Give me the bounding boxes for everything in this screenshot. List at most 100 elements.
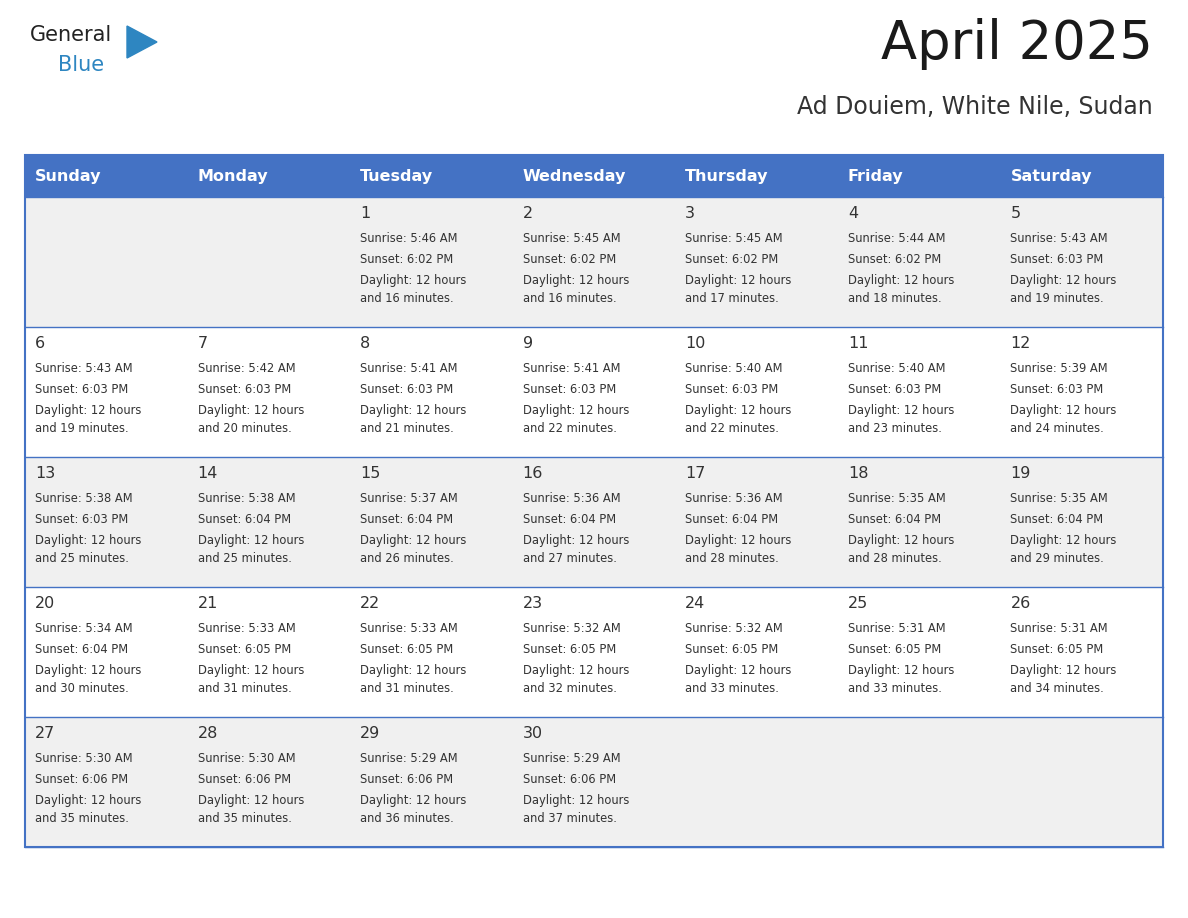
Text: Wednesday: Wednesday (523, 169, 626, 184)
Text: Sunset: 6:06 PM: Sunset: 6:06 PM (523, 773, 615, 786)
Text: Sunset: 6:04 PM: Sunset: 6:04 PM (34, 643, 128, 656)
Text: Sunrise: 5:46 AM: Sunrise: 5:46 AM (360, 232, 457, 245)
Text: Sunrise: 5:29 AM: Sunrise: 5:29 AM (360, 752, 457, 765)
Text: Ad Douiem, White Nile, Sudan: Ad Douiem, White Nile, Sudan (797, 95, 1154, 119)
Text: Daylight: 12 hours
and 19 minutes.: Daylight: 12 hours and 19 minutes. (34, 404, 141, 434)
Text: Sunset: 6:03 PM: Sunset: 6:03 PM (197, 383, 291, 396)
Text: Daylight: 12 hours
and 27 minutes.: Daylight: 12 hours and 27 minutes. (523, 534, 630, 565)
Text: Sunset: 6:04 PM: Sunset: 6:04 PM (197, 513, 291, 526)
Text: Sunset: 6:03 PM: Sunset: 6:03 PM (685, 383, 778, 396)
Text: Sunrise: 5:41 AM: Sunrise: 5:41 AM (523, 362, 620, 375)
Text: Sunrise: 5:31 AM: Sunrise: 5:31 AM (848, 622, 946, 635)
Text: Sunrise: 5:43 AM: Sunrise: 5:43 AM (1011, 232, 1108, 245)
Text: Sunset: 6:05 PM: Sunset: 6:05 PM (523, 643, 615, 656)
Text: Sunrise: 5:33 AM: Sunrise: 5:33 AM (197, 622, 296, 635)
Text: Sunset: 6:04 PM: Sunset: 6:04 PM (848, 513, 941, 526)
Text: Thursday: Thursday (685, 169, 769, 184)
Text: 17: 17 (685, 466, 706, 481)
Text: 3: 3 (685, 206, 695, 221)
Bar (25, 197, 1163, 327)
Text: Daylight: 12 hours
and 31 minutes.: Daylight: 12 hours and 31 minutes. (197, 664, 304, 695)
Text: Sunrise: 5:36 AM: Sunrise: 5:36 AM (685, 492, 783, 505)
Text: Sunrise: 5:31 AM: Sunrise: 5:31 AM (1011, 622, 1108, 635)
Text: Friday: Friday (848, 169, 904, 184)
Text: Daylight: 12 hours
and 23 minutes.: Daylight: 12 hours and 23 minutes. (848, 404, 954, 434)
Text: 27: 27 (34, 726, 56, 741)
Text: Sunset: 6:06 PM: Sunset: 6:06 PM (34, 773, 128, 786)
Text: Sunrise: 5:29 AM: Sunrise: 5:29 AM (523, 752, 620, 765)
Text: Daylight: 12 hours
and 37 minutes.: Daylight: 12 hours and 37 minutes. (523, 794, 630, 824)
Text: Sunrise: 5:41 AM: Sunrise: 5:41 AM (360, 362, 457, 375)
Text: Sunrise: 5:39 AM: Sunrise: 5:39 AM (1011, 362, 1108, 375)
Text: Daylight: 12 hours
and 18 minutes.: Daylight: 12 hours and 18 minutes. (848, 274, 954, 305)
Bar (25, 155, 188, 197)
Text: Daylight: 12 hours
and 17 minutes.: Daylight: 12 hours and 17 minutes. (685, 274, 791, 305)
Text: 21: 21 (197, 596, 217, 611)
Bar (25, 717, 1163, 847)
Text: Daylight: 12 hours
and 31 minutes.: Daylight: 12 hours and 31 minutes. (360, 664, 467, 695)
Text: Sunset: 6:02 PM: Sunset: 6:02 PM (685, 253, 778, 266)
Text: Daylight: 12 hours
and 33 minutes.: Daylight: 12 hours and 33 minutes. (685, 664, 791, 695)
Text: 12: 12 (1011, 336, 1031, 351)
Text: 7: 7 (197, 336, 208, 351)
Text: 29: 29 (360, 726, 380, 741)
Text: Sunrise: 5:40 AM: Sunrise: 5:40 AM (685, 362, 783, 375)
Text: 13: 13 (34, 466, 56, 481)
Text: 18: 18 (848, 466, 868, 481)
Text: Sunset: 6:02 PM: Sunset: 6:02 PM (848, 253, 941, 266)
Text: Sunset: 6:03 PM: Sunset: 6:03 PM (34, 513, 128, 526)
Text: Sunset: 6:03 PM: Sunset: 6:03 PM (34, 383, 128, 396)
Text: Sunset: 6:04 PM: Sunset: 6:04 PM (1011, 513, 1104, 526)
Text: Sunrise: 5:30 AM: Sunrise: 5:30 AM (197, 752, 295, 765)
Text: Blue: Blue (58, 55, 105, 75)
Bar (1000, 155, 1163, 197)
Text: Sunset: 6:05 PM: Sunset: 6:05 PM (685, 643, 778, 656)
Text: Sunset: 6:04 PM: Sunset: 6:04 PM (523, 513, 615, 526)
Bar (25, 457, 1163, 587)
Text: 2: 2 (523, 206, 533, 221)
Text: 19: 19 (1011, 466, 1031, 481)
Text: Sunset: 6:02 PM: Sunset: 6:02 PM (523, 253, 615, 266)
Text: Daylight: 12 hours
and 16 minutes.: Daylight: 12 hours and 16 minutes. (523, 274, 630, 305)
Text: Sunset: 6:05 PM: Sunset: 6:05 PM (360, 643, 454, 656)
Text: 1: 1 (360, 206, 371, 221)
Text: Sunrise: 5:34 AM: Sunrise: 5:34 AM (34, 622, 133, 635)
Text: Sunset: 6:06 PM: Sunset: 6:06 PM (360, 773, 454, 786)
Text: Sunset: 6:04 PM: Sunset: 6:04 PM (685, 513, 778, 526)
Bar (350, 155, 513, 197)
Text: Daylight: 12 hours
and 25 minutes.: Daylight: 12 hours and 25 minutes. (197, 534, 304, 565)
Text: Sunset: 6:03 PM: Sunset: 6:03 PM (848, 383, 941, 396)
Text: Sunrise: 5:37 AM: Sunrise: 5:37 AM (360, 492, 457, 505)
Text: 11: 11 (848, 336, 868, 351)
Text: Daylight: 12 hours
and 30 minutes.: Daylight: 12 hours and 30 minutes. (34, 664, 141, 695)
Text: Sunrise: 5:40 AM: Sunrise: 5:40 AM (848, 362, 946, 375)
Text: Daylight: 12 hours
and 21 minutes.: Daylight: 12 hours and 21 minutes. (360, 404, 467, 434)
Text: Daylight: 12 hours
and 19 minutes.: Daylight: 12 hours and 19 minutes. (1011, 274, 1117, 305)
Text: General: General (30, 25, 112, 45)
Text: 20: 20 (34, 596, 56, 611)
Bar (513, 155, 675, 197)
Text: Daylight: 12 hours
and 35 minutes.: Daylight: 12 hours and 35 minutes. (34, 794, 141, 824)
Text: 16: 16 (523, 466, 543, 481)
Text: Daylight: 12 hours
and 16 minutes.: Daylight: 12 hours and 16 minutes. (360, 274, 467, 305)
Bar (188, 155, 350, 197)
Bar (838, 155, 1000, 197)
Text: 28: 28 (197, 726, 217, 741)
Text: Daylight: 12 hours
and 20 minutes.: Daylight: 12 hours and 20 minutes. (197, 404, 304, 434)
Text: Sunset: 6:03 PM: Sunset: 6:03 PM (360, 383, 454, 396)
Text: 4: 4 (848, 206, 858, 221)
Text: 26: 26 (1011, 596, 1031, 611)
Text: Daylight: 12 hours
and 24 minutes.: Daylight: 12 hours and 24 minutes. (1011, 404, 1117, 434)
Text: Sunset: 6:03 PM: Sunset: 6:03 PM (1011, 383, 1104, 396)
Text: Sunrise: 5:45 AM: Sunrise: 5:45 AM (685, 232, 783, 245)
Text: 30: 30 (523, 726, 543, 741)
Polygon shape (127, 26, 157, 58)
Text: 25: 25 (848, 596, 868, 611)
Text: Sunrise: 5:44 AM: Sunrise: 5:44 AM (848, 232, 946, 245)
Text: Sunset: 6:05 PM: Sunset: 6:05 PM (1011, 643, 1104, 656)
Text: Sunrise: 5:43 AM: Sunrise: 5:43 AM (34, 362, 133, 375)
Text: Sunset: 6:03 PM: Sunset: 6:03 PM (523, 383, 615, 396)
Text: Sunday: Sunday (34, 169, 101, 184)
Text: Daylight: 12 hours
and 36 minutes.: Daylight: 12 hours and 36 minutes. (360, 794, 467, 824)
Text: Daylight: 12 hours
and 28 minutes.: Daylight: 12 hours and 28 minutes. (848, 534, 954, 565)
